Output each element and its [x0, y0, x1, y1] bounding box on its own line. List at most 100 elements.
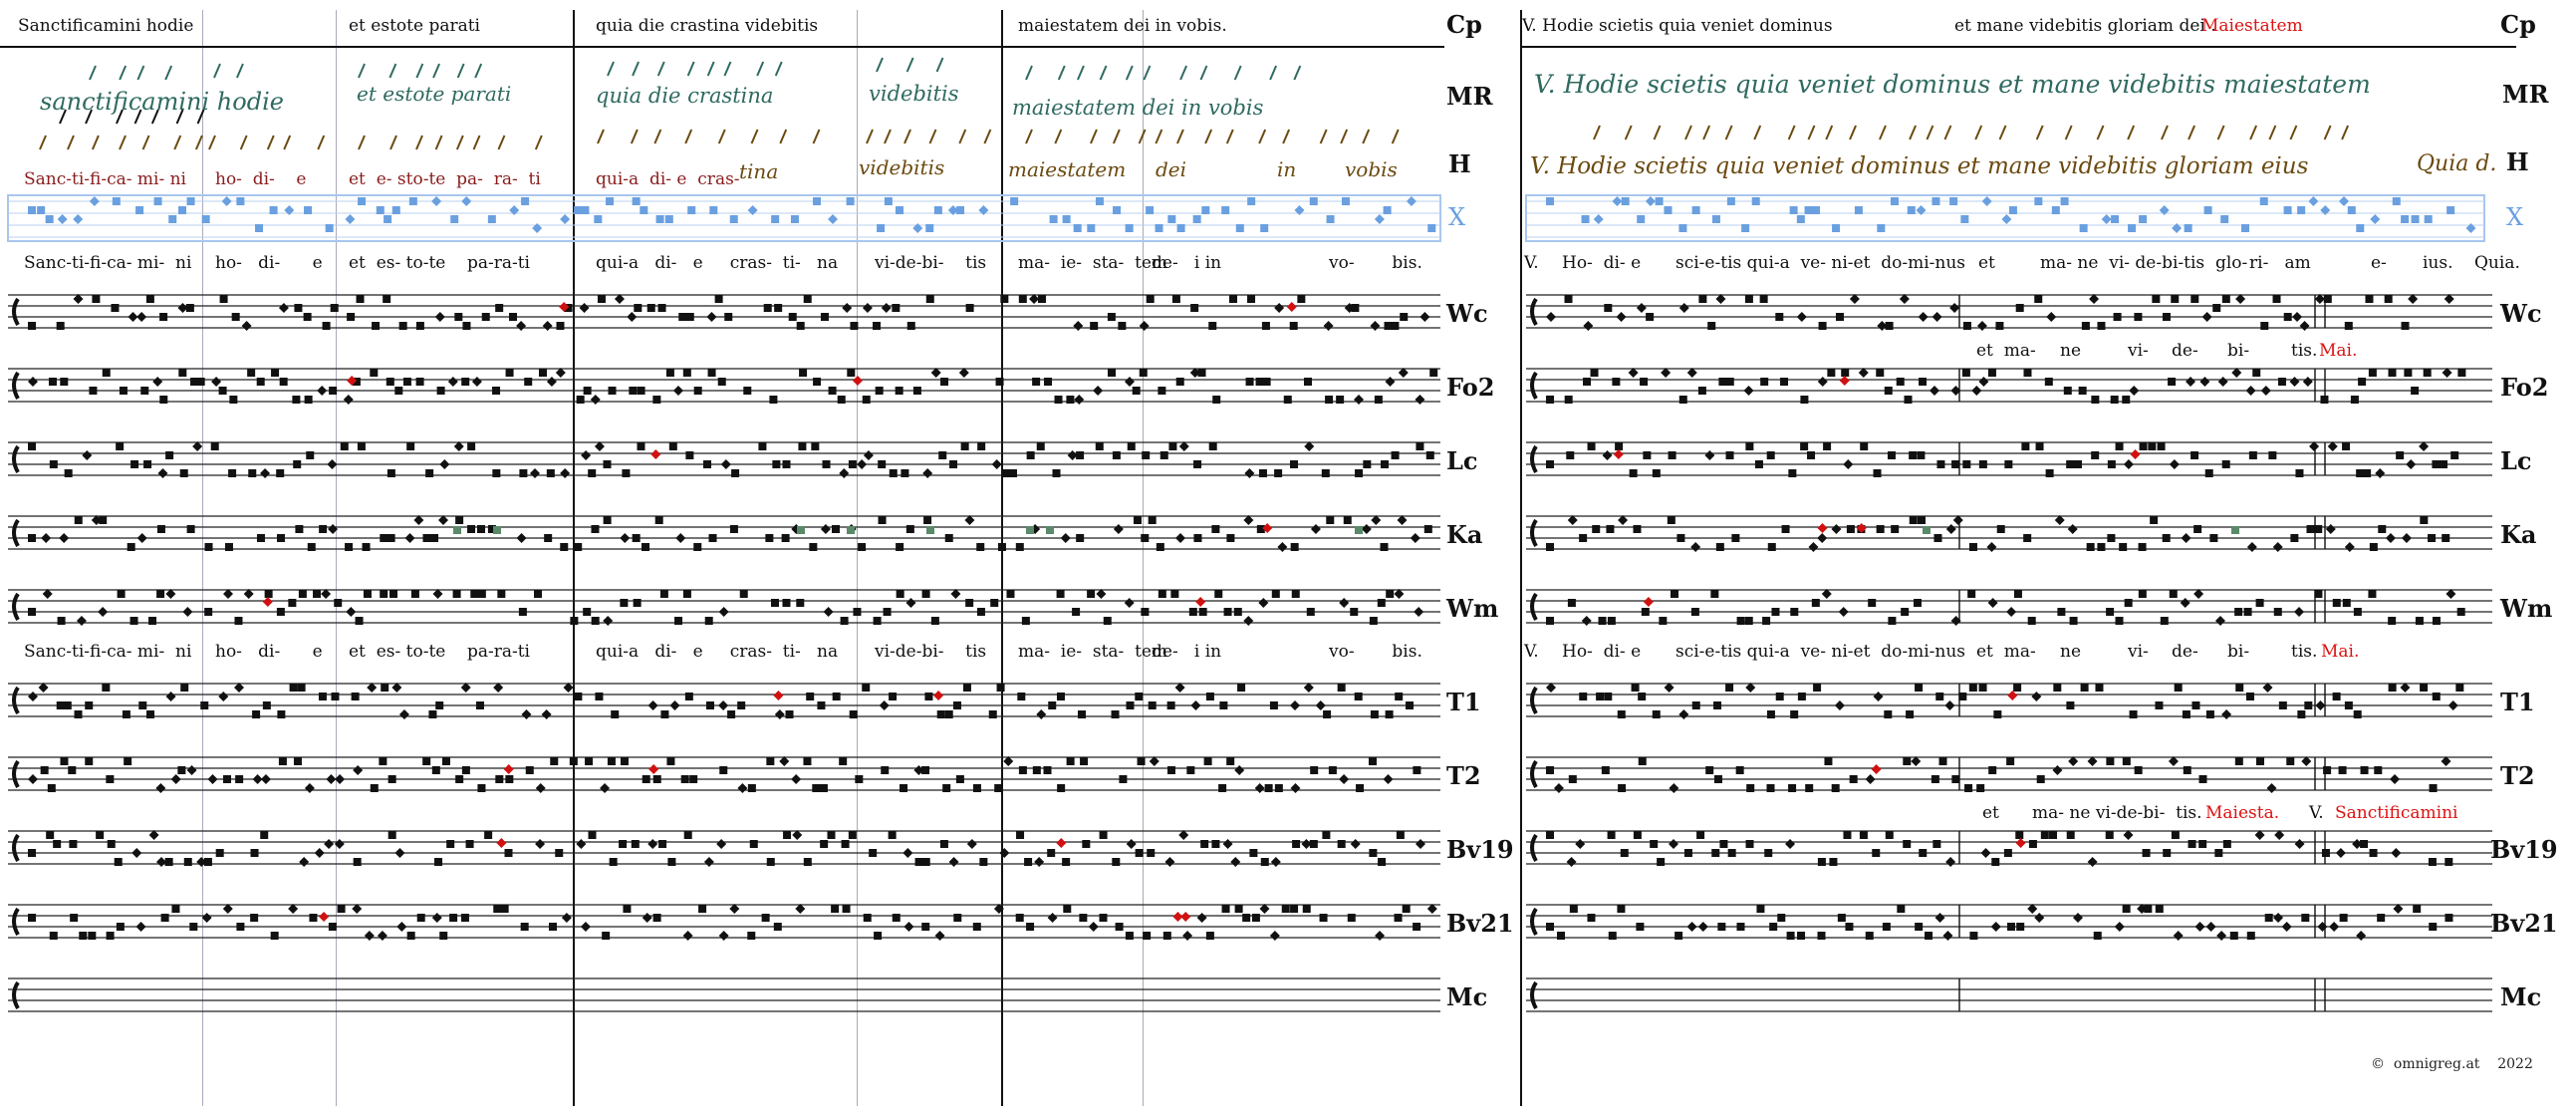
neume — [1775, 313, 1784, 321]
neume — [1996, 525, 2005, 533]
neume — [1168, 442, 1177, 450]
neume — [1178, 830, 1189, 840]
neume — [41, 533, 52, 543]
h-neume-mark — [1879, 125, 1887, 140]
neume — [215, 849, 224, 857]
neume — [1356, 784, 1365, 792]
copyright: © omnigreg.at 2022 — [2371, 1056, 2533, 1072]
neume — [1759, 295, 1768, 303]
neume — [1745, 683, 1756, 693]
x-neume — [112, 197, 121, 205]
neume — [940, 378, 949, 386]
neume — [1766, 451, 1775, 459]
neume — [1077, 710, 1086, 718]
neume — [1951, 775, 1960, 783]
neume — [1377, 599, 1386, 607]
neume — [28, 442, 36, 450]
x-neume — [1960, 215, 1969, 223]
neume — [73, 294, 84, 304]
neume — [583, 608, 592, 616]
neume — [1762, 617, 1771, 625]
neume — [1148, 516, 1157, 524]
neume — [1811, 599, 1820, 607]
neume — [2273, 608, 2282, 616]
neume — [2446, 589, 2456, 599]
neume — [914, 858, 923, 866]
neume — [1800, 396, 1809, 404]
neume — [2245, 693, 2254, 700]
mr-neume-mark — [1125, 65, 1134, 81]
neume — [201, 913, 212, 923]
neume — [2374, 766, 2383, 774]
neume — [2028, 840, 2037, 848]
neume — [939, 840, 948, 848]
neume — [2278, 701, 2287, 709]
neume — [1671, 590, 1679, 598]
neume — [1564, 396, 1573, 404]
h-neume-mark — [119, 135, 127, 150]
neume — [186, 765, 197, 775]
mr-neume-mark — [164, 65, 173, 81]
neume — [518, 608, 527, 616]
neume — [579, 303, 590, 313]
neume — [256, 378, 265, 386]
neume — [1849, 294, 1860, 304]
x-neume — [1726, 197, 1735, 205]
neume — [1711, 849, 1720, 857]
h-neume-mark — [597, 129, 605, 144]
c-clef — [1530, 980, 1538, 1009]
neume — [955, 775, 964, 783]
neume — [534, 590, 543, 598]
x-neume — [1691, 206, 1700, 214]
x-neume — [790, 215, 799, 223]
neume — [2327, 441, 2338, 451]
neume — [803, 757, 812, 765]
neume — [102, 684, 111, 692]
neume — [2294, 839, 2305, 849]
neume — [2420, 516, 2429, 524]
neume — [521, 709, 532, 719]
neume — [892, 304, 901, 312]
neume — [102, 369, 111, 377]
lyric-row2: ma- ie- sta- tem — [1018, 642, 1168, 662]
neume — [1425, 451, 1434, 459]
neume — [233, 683, 244, 693]
neume — [1303, 378, 1312, 386]
neume — [1193, 534, 1202, 542]
neume — [2138, 543, 2147, 551]
neume — [211, 377, 222, 387]
neume — [1355, 469, 1364, 477]
neume — [642, 913, 652, 923]
neume-red — [852, 376, 863, 386]
neume — [654, 516, 663, 524]
neume — [1258, 469, 1267, 477]
neume — [1944, 700, 1955, 710]
neume — [588, 831, 597, 839]
neume — [2194, 922, 2205, 932]
neume — [28, 608, 36, 616]
neume — [637, 387, 645, 395]
neume — [1849, 775, 1858, 783]
neume — [298, 590, 307, 598]
x-neume — [978, 205, 989, 215]
neume — [999, 848, 1010, 858]
label-t2: T2 — [1446, 761, 1481, 790]
neume — [798, 442, 807, 450]
neume — [1343, 516, 1352, 524]
neume — [704, 617, 713, 625]
neume — [2321, 849, 2330, 857]
x-neume — [201, 215, 210, 223]
neume — [2447, 700, 2458, 710]
x-neume — [2111, 215, 2120, 223]
neume — [304, 396, 313, 404]
neume — [252, 710, 261, 718]
mr-neume-mark — [136, 65, 145, 81]
neume — [2113, 313, 2122, 321]
mr-neume-mark — [632, 61, 640, 77]
x-neume — [1907, 206, 1916, 214]
neume — [406, 442, 415, 450]
neume — [415, 322, 424, 330]
h-neume-mark — [1702, 125, 1711, 140]
neume — [313, 590, 322, 598]
neume — [1162, 932, 1171, 940]
